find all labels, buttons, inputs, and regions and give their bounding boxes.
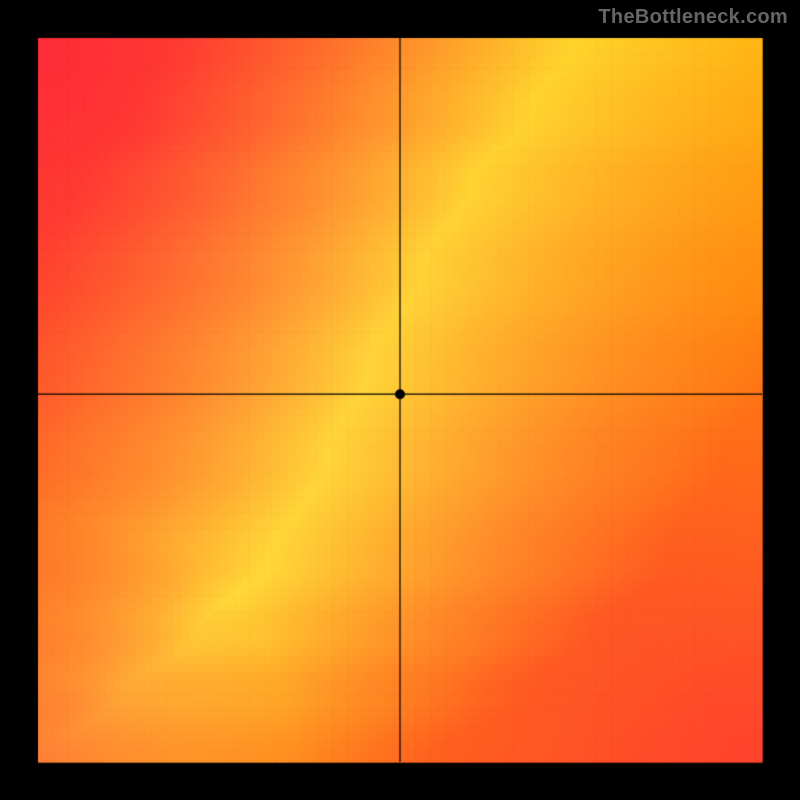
chart-container: TheBottleneck.com (0, 0, 800, 800)
watermark-label: TheBottleneck.com (598, 6, 788, 29)
bottleneck-heatmap (0, 0, 800, 800)
